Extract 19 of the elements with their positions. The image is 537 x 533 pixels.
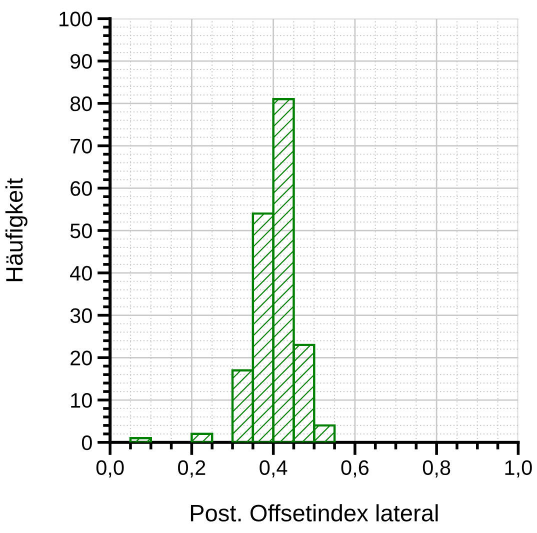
x-tick-label: 1,0 xyxy=(505,460,532,478)
y-tick-label: 100 xyxy=(60,12,92,26)
y-tick-label: 90 xyxy=(70,54,92,69)
y-tick-label: 10 xyxy=(71,393,92,408)
x-tick-label: 0,0 xyxy=(96,460,124,478)
y-tick-label: 60 xyxy=(70,181,92,196)
x-tick-label: 0,6 xyxy=(341,460,369,478)
y-tick-label: 20 xyxy=(70,350,92,366)
y-tick-label: 70 xyxy=(70,138,92,154)
x-tick-label: 0,2 xyxy=(178,460,206,478)
x-tick-label: 0,4 xyxy=(260,460,288,478)
y-tick-label: 80 xyxy=(70,96,92,112)
y-tick-label: 40 xyxy=(70,266,92,281)
y-tick-label: 50 xyxy=(70,224,92,238)
y-axis-title: Häufigkeit xyxy=(5,178,28,282)
x-axis-title: Post. Offsetindex lateral xyxy=(190,504,438,522)
y-tick-label: 30 xyxy=(70,308,92,324)
x-tick-label: 0,8 xyxy=(422,460,450,478)
y-tick-label: 0 xyxy=(82,435,92,450)
